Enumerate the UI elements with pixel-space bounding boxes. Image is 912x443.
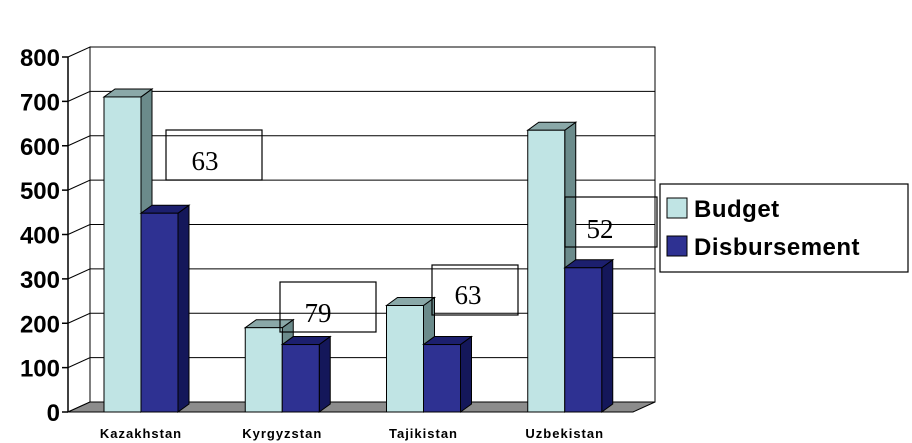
gridline-200 xyxy=(67,312,655,324)
bar-side xyxy=(318,335,331,413)
gridline-300 xyxy=(67,268,655,280)
y-tick-label: 0 xyxy=(47,400,60,427)
annotation-kazakhstan: 63 xyxy=(165,129,263,181)
bar-disbursement-tajikistan xyxy=(421,335,474,413)
bar-side xyxy=(601,258,614,413)
annotation-label: 63 xyxy=(455,280,482,310)
y-tick-label: 500 xyxy=(20,178,60,205)
legend-swatch-disbursement xyxy=(666,235,688,257)
annotation-group: 63 79 63 52 xyxy=(165,129,658,333)
bar-disbursement-kyrgyzstan xyxy=(280,335,332,413)
legend: Budget Disbursement xyxy=(659,183,909,273)
bar-front xyxy=(140,212,179,413)
annotation-label: 79 xyxy=(305,298,332,328)
bar-front xyxy=(423,344,461,413)
annotation-tajikistan: 63 xyxy=(431,264,519,316)
gridline-500 xyxy=(67,179,655,191)
y-tick-label: 800 xyxy=(20,45,60,72)
annotation-label: 63 xyxy=(192,146,219,176)
legend-label-budget: Budget xyxy=(694,196,780,223)
bar-group xyxy=(102,87,615,413)
annotation-box xyxy=(279,281,377,333)
y-axis: 0 100 200 300 400 500 600 700 800 xyxy=(20,45,69,427)
annotation-box xyxy=(165,129,263,181)
gridline-700 xyxy=(67,90,655,102)
annotation-uzbekistan: 52 xyxy=(564,196,658,248)
bar-side xyxy=(177,204,190,413)
bar-front xyxy=(281,344,320,413)
bar-front xyxy=(103,96,142,413)
bar-disbursement-kazakhstan xyxy=(139,204,191,413)
gridlines xyxy=(67,90,655,369)
gridline-400 xyxy=(67,224,655,235)
annotation-kyrgyzstan: 79 xyxy=(279,281,377,333)
bar-front xyxy=(527,129,566,413)
x-axis: Kazakhstan Kyrgyzstan Tajikistan Uzbekistan xyxy=(100,426,604,441)
y-tick-label: 300 xyxy=(20,267,60,294)
y-tick-label: 200 xyxy=(20,311,60,338)
bar-front xyxy=(386,305,424,413)
y-tick-label: 400 xyxy=(20,223,60,250)
annotation-box xyxy=(431,264,519,316)
x-tick-label-kyrgyzstan: Kyrgyzstan xyxy=(242,426,322,441)
legend-box xyxy=(659,183,909,273)
annotation-label: 52 xyxy=(587,214,614,244)
gridline-600 xyxy=(67,135,655,147)
y-tick-label: 100 xyxy=(20,356,60,383)
x-tick-label-tajikistan: Tajikistan xyxy=(389,426,458,441)
x-tick-label-uzbekistan: Uzbekistan xyxy=(525,426,604,441)
annotation-box xyxy=(564,196,658,248)
bar-side xyxy=(460,335,472,413)
y-tick-label: 600 xyxy=(20,134,60,161)
bar-front xyxy=(244,327,283,413)
x-tick-label-kazakhstan: Kazakhstan xyxy=(100,426,182,441)
legend-label-disbursement: Disbursement xyxy=(694,234,860,261)
y-tick-label: 700 xyxy=(20,89,60,116)
bar-disbursement-uzbekistan xyxy=(563,258,615,413)
legend-swatch-budget xyxy=(666,197,688,219)
bar-front xyxy=(564,267,603,413)
